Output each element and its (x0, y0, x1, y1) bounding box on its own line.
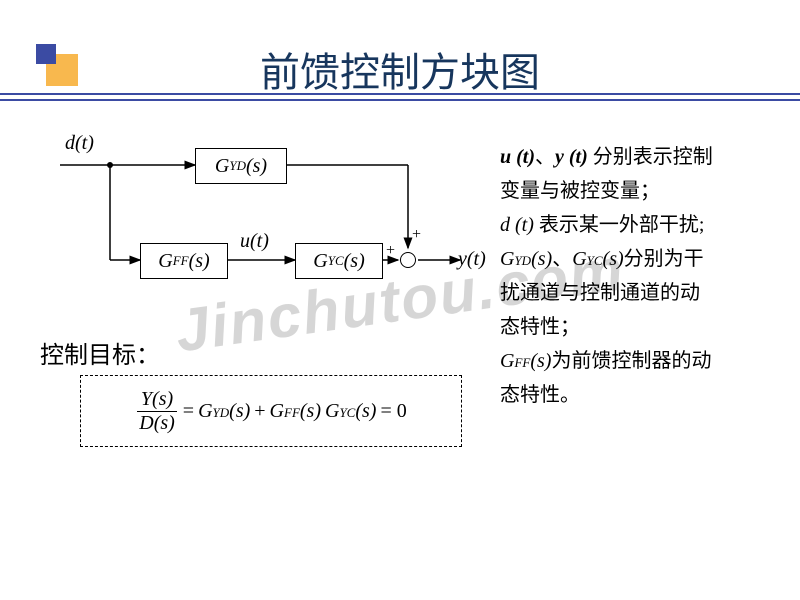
gff-arg: (s) (189, 250, 210, 273)
signal-y: y(t) (458, 248, 486, 271)
desc-line5: 扰通道与控制通道的动 (500, 276, 780, 310)
gyd-arg: (s) (246, 155, 267, 178)
eq-term3: GYC(s) (325, 400, 376, 423)
block-diagram: d(t) u(t) y(t) GYD(s) GFF(s) GYC(s) + + (40, 130, 480, 320)
eq-plus: + (254, 400, 265, 423)
signal-u: u(t) (240, 230, 269, 253)
equation: Y(s) D(s) = GYD(s) + GFF(s)GYC(s) = 0 (135, 388, 407, 435)
control-goal-label: 控制目标： (40, 335, 160, 370)
eq-zero: = 0 (380, 400, 406, 423)
plus-top: + (412, 226, 421, 244)
gyc-base: G (313, 250, 327, 273)
desc-line3: d (t) 表示某一外部干扰; (500, 208, 780, 242)
summing-junction (400, 252, 416, 268)
page-title: 前馈控制方块图 (0, 40, 800, 98)
desc-line4: GYD(s)、GYC(s)分别为干 (500, 242, 780, 276)
eq-term1: GYD(s) (198, 400, 250, 423)
gyd-sub: YD (229, 158, 246, 174)
desc-line1: u (t)、y (t) 分别表示控制 (500, 140, 780, 174)
equation-fraction: Y(s) D(s) (135, 388, 179, 435)
block-gyd: GYD(s) (195, 148, 287, 184)
desc-line8: 态特性。 (500, 378, 780, 412)
equation-box: Y(s) D(s) = GYD(s) + GFF(s)GYC(s) = 0 (80, 375, 462, 447)
block-gff: GFF(s) (140, 243, 228, 279)
description-text: u (t)、y (t) 分别表示控制 变量与被控变量； d (t) 表示某一外部… (500, 140, 780, 412)
gff-base: G (158, 250, 172, 273)
desc-line2: 变量与被控变量； (500, 174, 780, 208)
plus-left: + (386, 242, 395, 260)
gff-sub: FF (173, 253, 189, 269)
frac-num: Y(s) (137, 388, 177, 412)
desc-line6: 态特性； (500, 310, 780, 344)
eq-sign-1: = (183, 400, 194, 423)
desc-line7: GFF(s)为前馈控制器的动 (500, 344, 780, 378)
signal-d: d(t) (65, 132, 94, 155)
gyc-sub: YC (328, 253, 344, 269)
frac-den: D(s) (135, 412, 179, 435)
block-gyc: GYC(s) (295, 243, 383, 279)
eq-term2: GFF(s) (270, 400, 321, 423)
gyd-base: G (215, 155, 229, 178)
gyc-arg: (s) (344, 250, 365, 273)
